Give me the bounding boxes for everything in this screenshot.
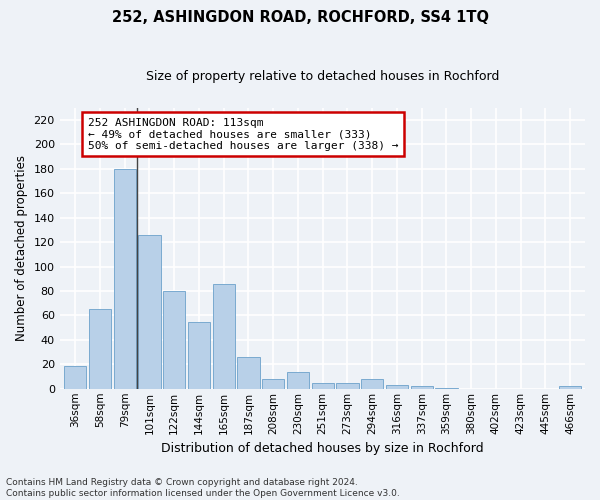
Bar xyxy=(64,366,86,389)
Bar xyxy=(410,386,433,389)
Bar xyxy=(386,385,408,389)
Title: Size of property relative to detached houses in Rochford: Size of property relative to detached ho… xyxy=(146,70,499,83)
Text: Contains HM Land Registry data © Crown copyright and database right 2024.
Contai: Contains HM Land Registry data © Crown c… xyxy=(6,478,400,498)
Bar xyxy=(188,322,210,389)
Text: 252 ASHINGDON ROAD: 113sqm
← 49% of detached houses are smaller (333)
50% of sem: 252 ASHINGDON ROAD: 113sqm ← 49% of deta… xyxy=(88,118,398,151)
Bar xyxy=(113,169,136,389)
Bar xyxy=(287,372,309,389)
Bar xyxy=(163,291,185,389)
Text: 252, ASHINGDON ROAD, ROCHFORD, SS4 1TQ: 252, ASHINGDON ROAD, ROCHFORD, SS4 1TQ xyxy=(112,10,488,25)
Bar xyxy=(361,379,383,389)
Bar xyxy=(238,357,260,389)
Bar xyxy=(336,382,359,389)
Bar xyxy=(435,388,458,389)
Bar xyxy=(262,379,284,389)
Bar xyxy=(212,284,235,389)
Bar xyxy=(311,382,334,389)
Bar xyxy=(559,386,581,389)
Y-axis label: Number of detached properties: Number of detached properties xyxy=(15,156,28,342)
Bar xyxy=(89,310,111,389)
Bar xyxy=(139,235,161,389)
X-axis label: Distribution of detached houses by size in Rochford: Distribution of detached houses by size … xyxy=(161,442,484,455)
